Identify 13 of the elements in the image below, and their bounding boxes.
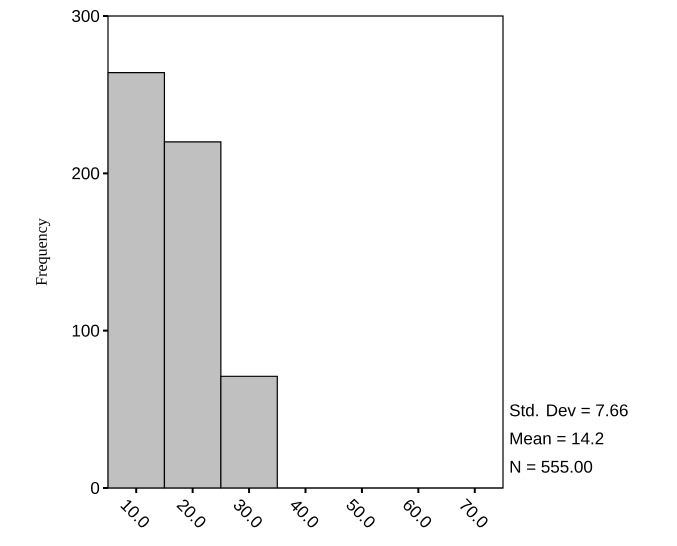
y-tick-label: 300 — [72, 10, 100, 22]
text: Std. Dev = 7.66 — [510, 404, 628, 416]
x-tick-label: 10.0 — [120, 500, 149, 528]
y-axis-title: Frequency — [36, 218, 50, 286]
x-tick-label: 20.0 — [176, 500, 206, 528]
y-tick-label: 100 — [72, 324, 100, 337]
y-tick-label: 0 — [91, 482, 100, 494]
x-tick-label: 60.0 — [404, 500, 432, 528]
x-tick-label: 40.0 — [290, 502, 318, 528]
text: N = 555.00 — [510, 460, 592, 473]
x-tick-label: 30.0 — [234, 500, 262, 528]
text: Mean = 14.2 — [510, 432, 604, 444]
y-tick-label: 200 — [72, 167, 100, 180]
